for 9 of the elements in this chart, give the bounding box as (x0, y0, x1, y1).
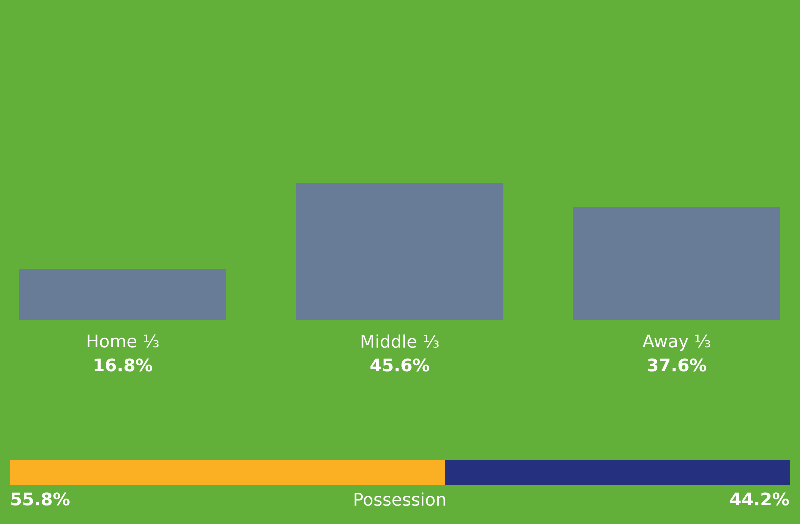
data-label: 55.8% (12, 492, 70, 506)
x-tick-label: Away ⅓ (642, 334, 710, 352)
x-tick-label: Home ⅓ (88, 334, 159, 348)
data-label: 37.6% (648, 358, 707, 372)
data-label: 44.2% (730, 492, 790, 506)
x-tick-label: Middle ⅓ (362, 334, 439, 348)
data-label: 16.8% (94, 358, 153, 372)
x-axis-title: Possession (354, 492, 446, 506)
data-label: 45.6% (370, 358, 430, 372)
